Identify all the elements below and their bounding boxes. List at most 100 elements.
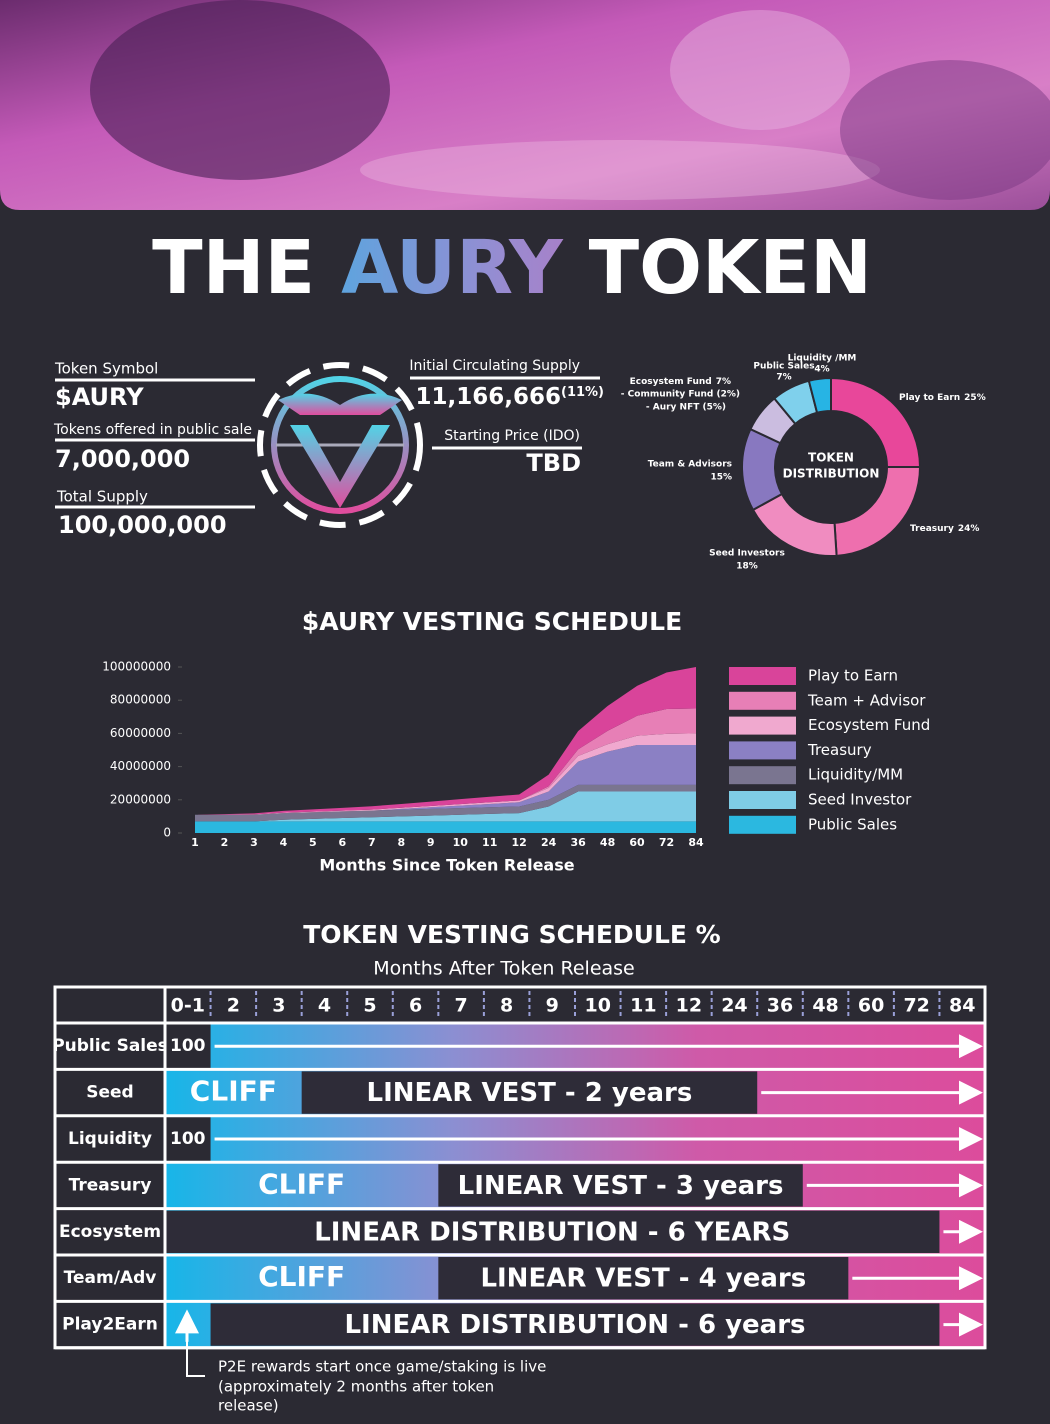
donut-label: Public Sales xyxy=(753,362,814,372)
donut-chart: TOKEN DISTRIBUTION Play to Earn 25% Treasury… xyxy=(621,354,986,572)
column-header: 60 xyxy=(858,995,884,1017)
vest-span xyxy=(438,1257,849,1300)
row-label: Team/Adv xyxy=(64,1268,157,1288)
legend-label: Public Sales xyxy=(808,815,897,833)
p2e-note: P2E rewards start once game/staking is l… xyxy=(186,1330,546,1415)
legend-swatch xyxy=(729,667,796,685)
start-value: 100 xyxy=(170,1129,206,1149)
row-label: Play2Earn xyxy=(62,1315,158,1335)
donut-slice xyxy=(807,376,832,414)
column-header: 4 xyxy=(318,995,331,1017)
legend-swatch xyxy=(729,691,796,710)
start-cell xyxy=(165,1115,211,1163)
legend-label: Seed Investor xyxy=(808,791,912,809)
vesting-table: TOKEN VESTING SCHEDULE % Months After Tok… xyxy=(52,920,987,1350)
x-tick-label: 84 xyxy=(688,836,704,849)
row-label-cell xyxy=(55,1255,165,1302)
row-label-cell xyxy=(55,1069,165,1116)
donut-label: Play to Earn 25% xyxy=(899,393,986,403)
note-line: (approximately 2 months after token xyxy=(218,1378,494,1396)
page-title: THE AURY TOKEN xyxy=(152,225,872,311)
row-label-cell xyxy=(55,1162,165,1209)
legend-swatch xyxy=(729,815,796,834)
column-header: 6 xyxy=(409,995,422,1017)
column-header: 36 xyxy=(767,995,793,1017)
info-label: Starting Price (IDO) xyxy=(444,428,580,444)
column-header: 72 xyxy=(903,995,929,1017)
row-label-cell xyxy=(55,1301,165,1348)
legend-label: Liquidity/MM xyxy=(808,766,903,784)
legend-swatch xyxy=(729,741,796,760)
area-series xyxy=(195,791,696,822)
header-art xyxy=(0,0,1050,210)
info-label: Tokens offered in public sale xyxy=(53,422,252,438)
donut-label-name: Play to Earn xyxy=(899,393,960,403)
x-tick-label: 24 xyxy=(541,836,557,849)
x-tick-label: 11 xyxy=(482,836,497,849)
row-label: Seed xyxy=(86,1083,133,1103)
vest-label: LINEAR DISTRIBUTION - 6 YEARS xyxy=(314,1217,790,1247)
column-header: 24 xyxy=(721,995,747,1017)
donut-value-label: 24% xyxy=(958,524,980,534)
x-tick-label: 12 xyxy=(512,836,527,849)
y-tick-label: 20000000 xyxy=(110,792,171,806)
legend-label: Treasury xyxy=(807,741,872,759)
area-series xyxy=(195,784,696,822)
donut-value-label: 15% xyxy=(710,473,732,483)
circulating-pct: (11%) xyxy=(561,385,604,400)
info-value: TBD xyxy=(526,449,581,477)
aury-logo xyxy=(257,362,423,528)
cliff-label: CLIFF xyxy=(258,1167,345,1200)
start-value: 100 xyxy=(170,1036,206,1056)
donut-center: DISTRIBUTION xyxy=(783,467,880,481)
area-series xyxy=(195,708,696,815)
area-series xyxy=(195,821,696,833)
x-tick-label: 72 xyxy=(659,836,674,849)
donut-center: TOKEN xyxy=(808,451,854,465)
donut-label: Team & Advisors xyxy=(648,460,732,470)
vest-label: LINEAR DISTRIBUTION - 6 years xyxy=(344,1310,805,1340)
legend-swatch xyxy=(729,716,796,735)
x-tick-label: 9 xyxy=(427,836,435,849)
donut-value-label: 7% xyxy=(716,377,731,387)
donut-note: - Aury NFT (5%) xyxy=(646,403,726,413)
column-header: 8 xyxy=(500,995,513,1017)
legend-label: Ecosystem Fund xyxy=(808,716,930,734)
y-tick-label: 0 xyxy=(163,826,171,840)
title-word: THE xyxy=(152,225,315,311)
column-header: 9 xyxy=(546,995,559,1017)
x-tick-label: 60 xyxy=(629,836,645,849)
vest-span xyxy=(301,1071,758,1114)
row-label: Liquidity xyxy=(68,1129,152,1149)
column-header: 2 xyxy=(227,995,240,1017)
title-highlight: AURY xyxy=(341,225,564,311)
row-label-cell xyxy=(55,1023,165,1070)
donut-note: - Community Fund (2%) xyxy=(621,390,740,400)
vest-span xyxy=(438,1164,803,1207)
x-axis-label: Months Since Token Release xyxy=(319,856,574,875)
note-line: release) xyxy=(218,1397,279,1415)
start-cell xyxy=(165,1023,211,1070)
x-tick-label: 36 xyxy=(570,836,586,849)
token-info: Token Symbol $AURY Tokens offered in pub… xyxy=(53,358,604,539)
donut-label: Liquidity /MM xyxy=(788,354,857,364)
vest-span xyxy=(210,1303,940,1346)
table-subtitle: Months After Token Release xyxy=(373,958,635,980)
column-header: 84 xyxy=(949,995,975,1017)
row-label-cell xyxy=(55,1115,165,1163)
donut-value-label: 18% xyxy=(736,562,758,572)
x-tick-label: 48 xyxy=(600,836,615,849)
legend-swatch xyxy=(729,791,796,809)
row-label: Ecosystem xyxy=(59,1222,161,1242)
x-tick-label: 6 xyxy=(339,836,347,849)
x-tick-label: 7 xyxy=(368,836,376,849)
row-label: Public Sales xyxy=(52,1036,168,1056)
row-label: Treasury xyxy=(69,1175,152,1195)
info-label: Token Symbol xyxy=(54,360,158,378)
y-tick-label: 60000000 xyxy=(110,726,171,740)
column-header: 0-1 xyxy=(171,995,205,1017)
area-series xyxy=(195,745,696,815)
y-tick-label: 80000000 xyxy=(110,693,171,707)
donut-value-label: 25% xyxy=(964,393,986,403)
x-tick-label: 1 xyxy=(191,836,199,849)
